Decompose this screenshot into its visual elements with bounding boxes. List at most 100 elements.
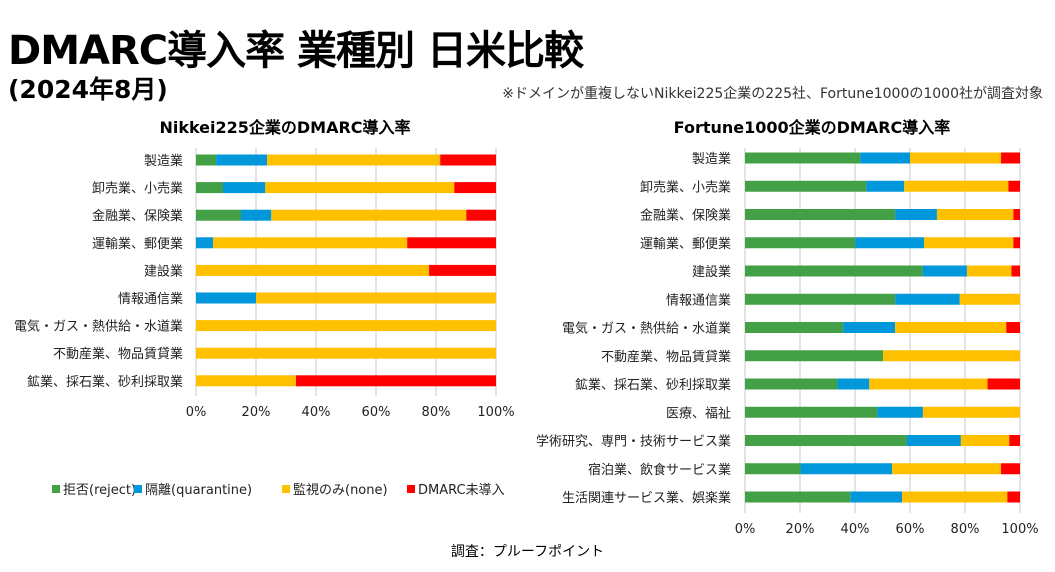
x-tick-label: 80% xyxy=(422,405,451,420)
x-tick-label: 0% xyxy=(735,522,756,537)
bar-segment xyxy=(265,182,455,194)
bar-segment xyxy=(745,378,838,390)
bar-segment xyxy=(223,182,266,194)
bar-segment xyxy=(429,264,496,276)
bar-segment xyxy=(837,378,870,390)
category-label: 卸売業、小売業 xyxy=(640,179,731,195)
legend-swatch xyxy=(52,485,60,493)
page-title: DMARC導入率 業種別 日米比較 xyxy=(8,28,584,74)
bar-segment xyxy=(196,264,430,276)
bar-segment xyxy=(745,463,801,475)
bar-segment xyxy=(745,406,878,418)
category-label: 鉱業、採石業、砂利採取業 xyxy=(27,374,183,390)
x-tick-label: 100% xyxy=(477,405,514,420)
chart-title: Fortune1000企業のDMARC導入率 xyxy=(674,118,951,137)
bar-segment xyxy=(256,292,496,304)
bar-segment xyxy=(454,182,496,194)
x-tick-label: 20% xyxy=(786,522,815,537)
bar-segment xyxy=(216,154,268,166)
category-label: 金融業、保険業 xyxy=(92,208,183,224)
bar-segment xyxy=(1013,209,1020,220)
chart-title: Nikkei225企業のDMARC導入率 xyxy=(159,118,410,137)
category-label: 学術研究、専門・技術サービス業 xyxy=(536,434,731,450)
x-tick-label: 100% xyxy=(1001,522,1038,537)
bar-segment xyxy=(745,237,856,249)
legend-swatch xyxy=(134,485,142,493)
bar-segment xyxy=(745,209,896,220)
bar-segment xyxy=(924,237,1014,249)
source-credit: 調査：プルーフポイント xyxy=(450,544,605,560)
category-label: 不動産業、物品賃貸業 xyxy=(53,346,183,362)
bar-segment xyxy=(1001,463,1020,475)
category-label: 不動産業、物品賃貸業 xyxy=(601,349,731,365)
bar-segment xyxy=(745,293,896,305)
bar-segment xyxy=(866,180,905,192)
legend-label: 隔離(quarantine) xyxy=(145,483,252,498)
x-tick-label: 0% xyxy=(186,405,207,420)
bar-segment xyxy=(196,209,241,221)
x-tick-label: 40% xyxy=(841,522,870,537)
bar-segment xyxy=(196,182,223,194)
category-label: 情報通信業 xyxy=(118,291,183,307)
bar-segment xyxy=(466,209,496,221)
category-label: 製造業 xyxy=(692,151,731,167)
bar-segment xyxy=(906,435,961,446)
bar-segment xyxy=(1013,237,1020,249)
x-tick-label: 60% xyxy=(896,522,925,537)
category-label: 鉱業、採石業、砂利採取業 xyxy=(575,377,731,393)
bar-segment xyxy=(196,154,217,166)
bar-segment xyxy=(196,375,296,387)
bar-segment xyxy=(987,378,1020,390)
bar-segment xyxy=(1009,435,1020,446)
bar-segment xyxy=(1006,322,1020,333)
legend-swatch xyxy=(407,485,415,493)
x-tick-label: 60% xyxy=(362,405,391,420)
category-label: 生活関連サービス業、娯楽業 xyxy=(562,490,731,506)
bar-segment xyxy=(1007,491,1020,503)
bar-segment xyxy=(843,322,896,333)
bar-segment xyxy=(196,320,496,332)
bar-segment xyxy=(959,293,1020,305)
x-tick-label: 20% xyxy=(242,405,271,420)
category-label: 製造業 xyxy=(144,153,183,169)
legend-label: 拒否(reject) xyxy=(63,483,136,498)
bar-segment xyxy=(196,237,214,249)
category-label: 卸売業、小売業 xyxy=(92,181,183,197)
bar-segment xyxy=(745,322,844,333)
bar-segment xyxy=(271,209,467,221)
bar-segment xyxy=(922,265,967,277)
bar-segment xyxy=(869,378,988,390)
bar-segment xyxy=(883,350,1020,362)
category-label: 金融業、保険業 xyxy=(640,208,731,224)
bar-segment xyxy=(895,293,960,305)
category-label: 情報通信業 xyxy=(666,292,731,308)
bar-segment xyxy=(440,154,496,166)
category-label: 運輸業、郵便業 xyxy=(640,236,731,252)
bar-segment xyxy=(196,292,256,304)
bar-segment xyxy=(895,209,937,220)
bar-segment xyxy=(910,152,1002,164)
bar-segment xyxy=(196,347,496,359)
category-label: 電気・ガス・熱供給・水道業 xyxy=(14,319,183,335)
bar-segment xyxy=(241,209,272,221)
bar-segment xyxy=(745,491,851,503)
bar-segment xyxy=(960,435,1010,446)
bar-segment xyxy=(213,237,408,249)
category-label: 電気・ガス・熱供給・水道業 xyxy=(562,321,731,337)
survey-note: ※ドメインが重複しないNikkei225企業の225社、Fortune1000の… xyxy=(502,86,1043,102)
bar-segment xyxy=(745,435,907,446)
bar-segment xyxy=(295,375,496,387)
bar-segment xyxy=(936,209,1014,220)
bar-segment xyxy=(966,265,1012,277)
legend-label: DMARC未導入 xyxy=(418,483,505,498)
bar-segment xyxy=(860,152,910,164)
x-tick-label: 40% xyxy=(302,405,331,420)
bar-segment xyxy=(892,463,1002,475)
bar-segment xyxy=(877,406,923,418)
bar-segment xyxy=(902,491,1008,503)
bar-segment xyxy=(895,322,1007,333)
category-label: 宿泊業、飲食サービス業 xyxy=(588,462,731,478)
legend-swatch xyxy=(282,485,290,493)
